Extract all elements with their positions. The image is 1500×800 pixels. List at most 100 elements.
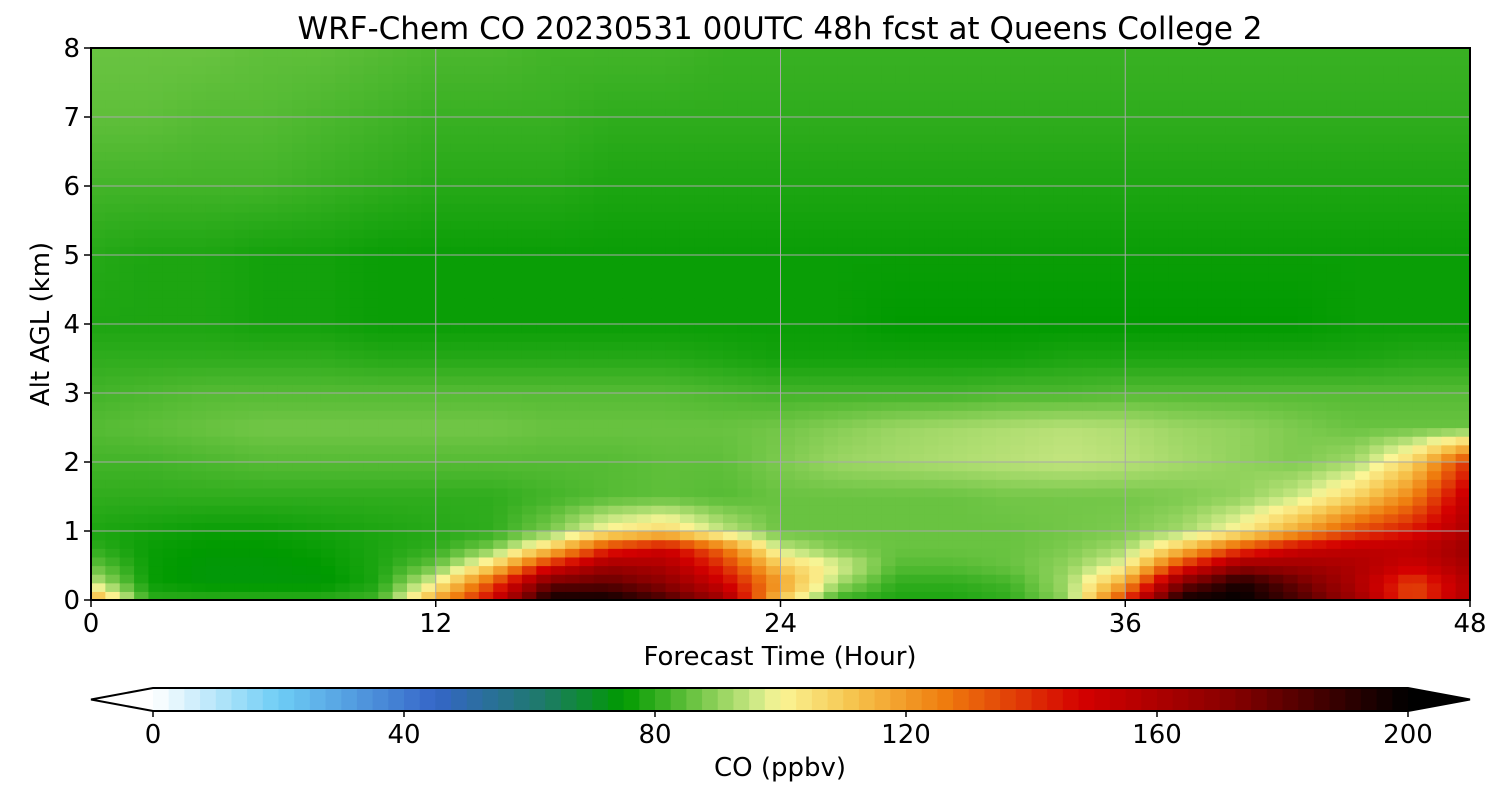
heatmap-cell — [478, 280, 494, 291]
heatmap-cell — [263, 418, 279, 429]
heatmap-cell — [435, 289, 451, 299]
heatmap-cell — [105, 220, 121, 230]
heatmap-cell — [1182, 393, 1198, 403]
heatmap-cell — [622, 324, 638, 334]
heatmap-cell — [1110, 487, 1126, 498]
heatmap-cell — [1283, 384, 1299, 394]
heatmap-cell — [938, 582, 954, 592]
heatmap-cell — [1197, 487, 1213, 498]
heatmap-cell — [823, 565, 839, 575]
heatmap-cell — [679, 168, 695, 178]
heatmap-cell — [837, 539, 853, 549]
heatmap-cell — [493, 418, 509, 429]
heatmap-cell — [1326, 367, 1342, 377]
heatmap-cell — [1197, 582, 1213, 592]
heatmap-cell — [119, 324, 135, 334]
heatmap-cell — [450, 349, 466, 360]
heatmap-cell — [421, 462, 437, 472]
heatmap-cell — [521, 574, 537, 584]
heatmap-cell — [809, 582, 825, 592]
heatmap-cell — [967, 177, 983, 187]
heatmap-cell — [866, 203, 882, 213]
heatmap-cell — [809, 306, 825, 316]
heatmap-cell — [1268, 453, 1284, 463]
heatmap-cell — [162, 401, 178, 411]
heatmap-cell — [1240, 462, 1256, 472]
heatmap-cell — [866, 505, 882, 515]
heatmap-cell — [191, 367, 207, 377]
heatmap-cell — [234, 263, 250, 273]
heatmap-cell — [1268, 505, 1284, 515]
heatmap-cell — [378, 444, 394, 454]
heatmap-cell — [751, 496, 767, 506]
heatmap-cell — [766, 332, 782, 342]
heatmap-cell — [550, 280, 566, 291]
heatmap-cell — [665, 280, 681, 291]
heatmap-cell — [1426, 470, 1442, 480]
heatmap-cell — [478, 539, 494, 549]
heatmap-cell — [952, 462, 968, 472]
heatmap-cell — [751, 177, 767, 187]
heatmap-cell — [363, 410, 379, 420]
heatmap-cell — [665, 367, 681, 377]
heatmap-cell — [1053, 211, 1069, 222]
heatmap-cell — [134, 574, 150, 584]
heatmap-cell — [1096, 177, 1112, 187]
heatmap-cell — [292, 263, 308, 273]
heatmap-cell — [636, 436, 652, 446]
heatmap-cell — [134, 531, 150, 541]
heatmap-cell — [536, 367, 552, 377]
heatmap-cell — [1240, 393, 1256, 403]
heatmap-cell — [177, 591, 193, 600]
heatmap-cell — [1297, 556, 1313, 567]
heatmap-cell — [981, 237, 997, 247]
heatmap-cell — [277, 272, 293, 282]
heatmap-cell — [679, 418, 695, 429]
heatmap-cell — [421, 582, 437, 592]
heatmap-cell — [1197, 255, 1213, 265]
heatmap-cell — [1268, 203, 1284, 213]
heatmap-cell — [866, 591, 882, 600]
heatmap-cell — [91, 427, 106, 437]
heatmap-cell — [1268, 522, 1284, 532]
heatmap-cell — [277, 324, 293, 334]
heatmap-cell — [1225, 289, 1241, 299]
heatmap-cell — [1412, 211, 1428, 222]
heatmap-cell — [550, 306, 566, 316]
heatmap-cell — [349, 453, 365, 463]
heatmap-cell — [1455, 186, 1470, 196]
heatmap-cell — [1182, 375, 1198, 385]
heatmap-cell — [191, 341, 207, 351]
heatmap-cell — [1268, 349, 1284, 360]
heatmap-cell — [450, 306, 466, 316]
heatmap-cell — [435, 194, 451, 204]
heatmap-cell — [536, 177, 552, 187]
heatmap-cell — [91, 462, 106, 472]
heatmap-cell — [349, 246, 365, 256]
heatmap-cell — [1153, 531, 1169, 541]
heatmap-cell — [1383, 487, 1399, 498]
heatmap-cell — [134, 436, 150, 446]
heatmap-cell — [521, 324, 537, 334]
heatmap-cell — [1383, 194, 1399, 204]
heatmap-cell — [249, 410, 264, 420]
heatmap-cell — [723, 591, 738, 600]
heatmap-cell — [995, 574, 1011, 584]
heatmap-cell — [679, 367, 695, 377]
heatmap-cell — [1240, 436, 1256, 446]
heatmap-cell — [909, 186, 925, 196]
heatmap-cell — [823, 211, 839, 222]
heatmap-cell — [852, 203, 868, 213]
heatmap-cell — [392, 160, 408, 170]
heatmap-cell — [1254, 263, 1270, 273]
heatmap-cell — [881, 427, 897, 437]
heatmap-cell — [866, 367, 882, 377]
heatmap-cell — [1311, 151, 1327, 161]
heatmap-cell — [636, 401, 652, 411]
heatmap-cell — [349, 462, 365, 472]
heatmap-cell — [608, 487, 624, 498]
heatmap-cell — [866, 574, 882, 584]
heatmap-cell — [91, 298, 106, 308]
heatmap-cell — [1254, 513, 1270, 523]
heatmap-cell — [579, 565, 595, 575]
